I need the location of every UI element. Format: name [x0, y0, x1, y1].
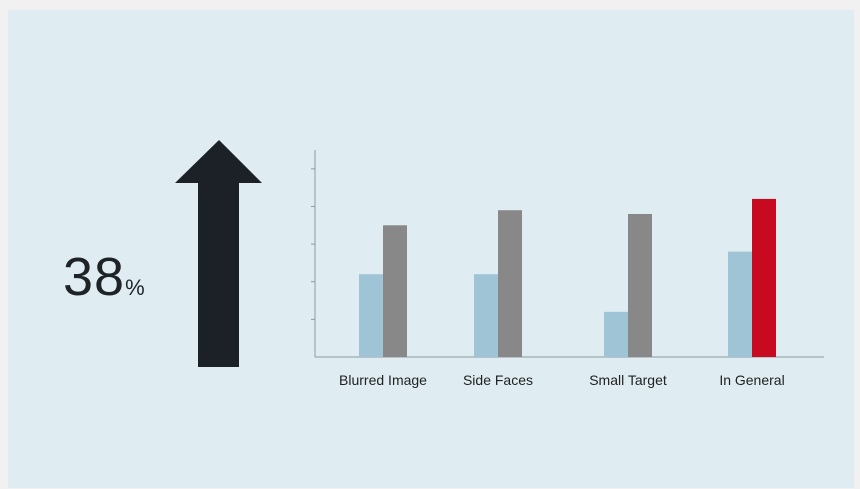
stat-unit: % — [125, 275, 145, 300]
bar-2-2 — [498, 210, 522, 357]
bar-1-1 — [359, 274, 383, 357]
bar-1-4 — [728, 251, 752, 357]
bar-2-4 — [752, 198, 776, 357]
x-tick-label-4: In General — [719, 372, 784, 388]
bar-1-3 — [604, 311, 628, 357]
bar-1-2 — [474, 274, 498, 357]
chart-tick-labels: Blurred Image Side Faces Small Target In Ge… — [339, 372, 785, 388]
x-tick-label-3: Small Target — [589, 372, 667, 388]
chart-bars — [359, 198, 776, 357]
x-tick-label-2: Side Faces — [463, 372, 533, 388]
bar-2-1 — [383, 225, 407, 357]
chart-panel — [8, 10, 854, 488]
percentage-stat: 38% — [63, 250, 145, 304]
up-arrow-icon — [175, 140, 262, 367]
x-tick-label-1: Blurred Image — [339, 372, 427, 388]
bar-2-3 — [628, 213, 652, 357]
stat-value: 38 — [63, 247, 126, 307]
